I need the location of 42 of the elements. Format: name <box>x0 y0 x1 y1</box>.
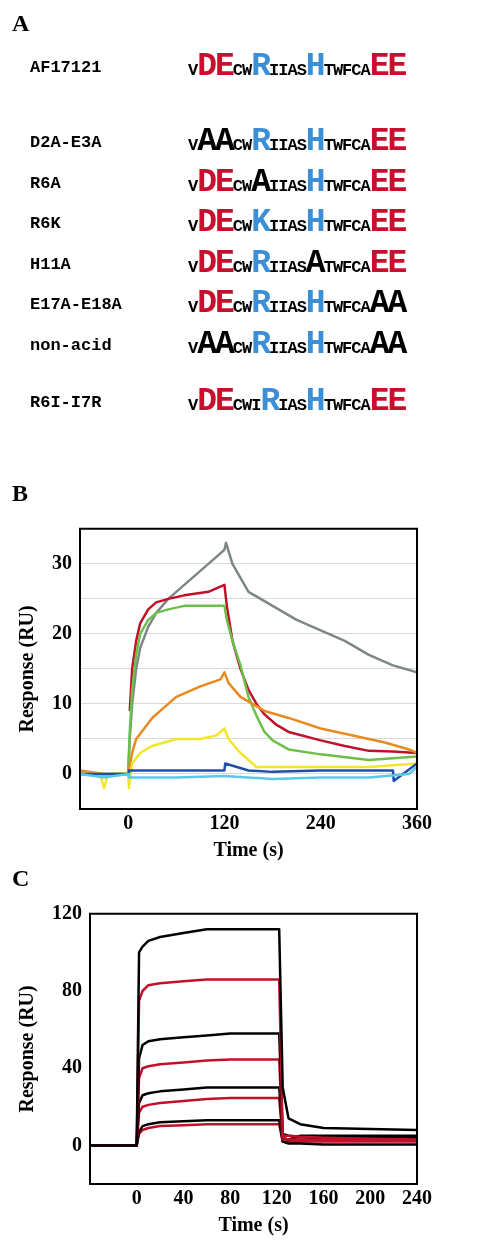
y-tick-label: 40 <box>62 1055 82 1078</box>
x-tick-label: 240 <box>402 1186 432 1209</box>
x-tick-label: 200 <box>355 1186 386 1209</box>
x-tick-label: 0 <box>131 1186 142 1209</box>
x-axis-title: Time (s) <box>213 838 284 862</box>
text: D2A-E3A <box>30 133 102 152</box>
y-axis-title: Response (RU) <box>15 605 39 733</box>
y-tick-label: 20 <box>52 621 72 644</box>
text: vDEcwRiiasHtwfcaAA <box>188 285 406 322</box>
text: vDEcwiRiasHtwfcaEE <box>188 383 406 420</box>
chart-title: C <box>12 864 30 891</box>
y-tick-label: 10 <box>52 691 72 714</box>
x-tick-label: 40 <box>173 1186 194 1209</box>
text: A <box>12 10 30 37</box>
text: R6A <box>30 173 61 193</box>
y-tick-label: 0 <box>72 1132 82 1155</box>
text: H11A <box>30 254 71 274</box>
x-tick-label: 360 <box>402 811 432 834</box>
text: vDEcwRiiasHtwfcaEE <box>188 48 406 85</box>
y-tick-label: 80 <box>62 978 82 1001</box>
x-tick-label: 80 <box>220 1186 241 1209</box>
x-axis-title: Time (s) <box>218 1213 289 1237</box>
y-tick-label: 30 <box>52 551 72 573</box>
text: vDEcwKiiasHtwfcaEE <box>188 204 406 241</box>
text: vDEcwAiiasHtwfcaEE <box>188 163 406 201</box>
text: non-acid <box>30 335 112 355</box>
text: vDEcwRiiasAtwfcaEE <box>188 244 406 282</box>
text: E17A-E18A <box>30 295 122 314</box>
y-axis-title: Response (RU) <box>15 985 39 1113</box>
text: vAAcwRiiasHtwfcaAA <box>188 325 406 363</box>
x-tick-label: 160 <box>308 1186 339 1209</box>
x-tick-label: 120 <box>209 811 240 834</box>
text: vAAcwRiiasHtwfcaEE <box>188 123 406 160</box>
text: R6I-I7R <box>30 393 102 412</box>
x-tick-label: 240 <box>305 811 336 834</box>
chart-title: B <box>12 479 29 506</box>
x-tick-label: 0 <box>123 811 134 834</box>
text: AF17121 <box>30 58 102 77</box>
y-tick-label: 0 <box>62 761 72 784</box>
text: R6K <box>30 214 61 233</box>
y-tick-label: 120 <box>52 900 82 923</box>
x-tick-label: 120 <box>261 1186 292 1209</box>
